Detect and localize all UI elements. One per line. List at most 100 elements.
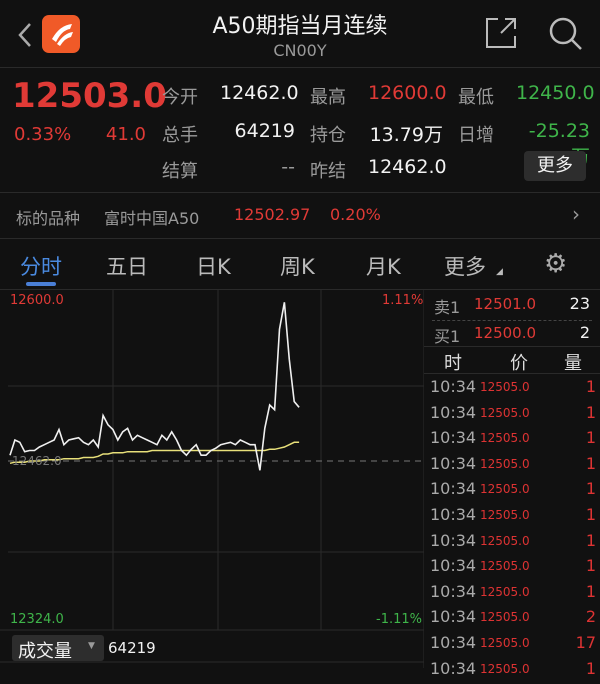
tab-more[interactable]: 更多 [444, 255, 486, 279]
change-pct: 0.33% [14, 124, 72, 145]
dropdown-triangle-icon: ◢ [496, 267, 503, 277]
divider [432, 320, 592, 321]
trade-row: 10:34 12505.0 1 [430, 505, 596, 530]
intraday-chart [0, 290, 424, 668]
ask-price: 12501.0 [474, 295, 537, 313]
trade-time: 10:34 [430, 581, 477, 601]
trade-qty: 2 [585, 607, 596, 627]
field-label: 昨结 [310, 161, 346, 182]
trade-row: 10:34 12505.0 1 [430, 479, 596, 504]
trade-price: 12505.0 [480, 380, 530, 394]
trade-price: 12505.0 [480, 636, 530, 650]
chart-tabs: 分时 五日 日K 周K 月K 更多 ◢ ⚙ [0, 238, 600, 290]
avg-price-line [9, 441, 300, 465]
bid-label: 买1 [434, 327, 461, 346]
chevron-right-icon: › [572, 202, 580, 226]
dropdown-arrow-icon: ▼ [88, 641, 95, 651]
trade-price: 12505.0 [480, 610, 530, 625]
bid-qty: 2 [579, 323, 590, 342]
trade-price: 12505.0 [480, 559, 530, 574]
header: A50期指当月连续 CN00Y [0, 0, 600, 68]
field-value: 12450.0 [516, 82, 595, 104]
field-value: 12462.0 [368, 156, 447, 178]
search-icon[interactable] [548, 16, 584, 52]
trade-row: 10:34 12505.0 1 [430, 428, 596, 453]
field-label: 今开 [162, 87, 198, 108]
underlying-row[interactable]: 标的品种 富时中国A50 12502.97 0.20% › [0, 192, 600, 238]
trade-time: 10:34 [430, 453, 477, 473]
chart-bottom-price: 12324.0 [10, 612, 64, 627]
share-icon[interactable] [484, 16, 518, 50]
chart-top-pct: 1.11% [382, 293, 424, 308]
app-logo [42, 15, 80, 53]
change-value: 41.0 [105, 124, 146, 145]
field-label: 结算 [162, 161, 198, 182]
field-label: 持仓 [310, 125, 346, 146]
trade-price: 12505.0 [480, 508, 530, 522]
chart-top-price: 12600.0 [10, 293, 64, 308]
trade-qty: 1 [585, 377, 596, 396]
trade-row: 10:34 12505.0 1 [430, 377, 596, 402]
underlying-price: 12502.97 [234, 205, 311, 224]
trade-qty: 1 [585, 479, 596, 499]
trade-price: 12505.0 [480, 405, 530, 420]
more-button[interactable]: 更多 [524, 151, 586, 181]
trade-row: 10:34 12505.0 1 [430, 531, 596, 556]
indicator-selector[interactable]: 成交量 ▼ [12, 635, 104, 662]
back-icon[interactable] [14, 20, 36, 50]
trade-qty: 1 [585, 505, 596, 524]
trade-row: 10:34 12505.0 1 [430, 659, 596, 684]
trade-qty: 1 [585, 530, 596, 550]
trade-time: 10:34 [430, 428, 477, 448]
field-value: 64219 [234, 120, 295, 142]
trade-qty: 1 [585, 556, 596, 576]
active-tab-indicator [26, 282, 56, 286]
tab-intraday[interactable]: 分时 [20, 255, 62, 279]
tab-monthly-k[interactable]: 月K [366, 255, 401, 279]
trade-price: 12505.0 [480, 661, 530, 676]
trade-qty: 1 [585, 428, 596, 448]
trade-row: 10:34 12505.0 1 [430, 454, 596, 479]
chart-bottom-pct: -1.11% [376, 612, 422, 627]
underlying-name: 富时中国A50 [104, 209, 200, 228]
trade-price: 12505.0 [480, 584, 530, 599]
field-label: 最高 [310, 87, 346, 108]
instrument-code: CN00Y [273, 41, 327, 60]
underlying-pct: 0.20% [330, 205, 381, 224]
price-line [9, 302, 300, 471]
gear-icon[interactable]: ⚙ [544, 249, 568, 279]
tab-five-day[interactable]: 五日 [106, 255, 148, 279]
field-label: 总手 [162, 125, 198, 146]
indicator-label: 成交量 [18, 641, 72, 662]
trade-row: 10:34 12505.0 17 [430, 633, 596, 658]
field-value: 12600.0 [368, 82, 447, 104]
tab-weekly-k[interactable]: 周K [280, 255, 315, 279]
last-price: 12503.0 [12, 76, 167, 116]
chart-base-price: 12462.0 [12, 454, 62, 468]
trade-row: 10:34 12505.0 1 [430, 556, 596, 581]
header-time: 时 [444, 353, 462, 374]
tab-daily-k[interactable]: 日K [196, 255, 231, 279]
trade-time: 10:34 [430, 530, 477, 550]
trade-row: 10:34 12505.0 2 [430, 607, 596, 632]
trade-qty: 1 [585, 658, 596, 678]
trade-row: 10:34 12505.0 1 [430, 403, 596, 428]
trade-time: 10:34 [430, 377, 477, 396]
bid-price: 12500.0 [474, 324, 537, 342]
trade-time: 10:34 [430, 505, 477, 524]
ask-label: 卖1 [434, 298, 461, 317]
trade-price: 12505.0 [480, 482, 530, 497]
trade-time: 10:34 [430, 633, 477, 652]
order-book: 卖1 12501.0 23 买1 12500.0 2 [424, 290, 600, 346]
volume-value: 64219 [108, 639, 156, 657]
underlying-label: 标的品种 [16, 209, 81, 228]
trade-price: 12505.0 [480, 456, 530, 471]
field-value: 13.79万 [369, 124, 443, 146]
trade-time: 10:34 [430, 479, 477, 499]
trades-header: 时 价 量 [424, 346, 600, 374]
field-label: 日增 [458, 125, 494, 146]
trade-qty: 1 [585, 453, 596, 473]
field-value: 12462.0 [220, 82, 299, 104]
header-qty: 量 [564, 353, 582, 374]
trade-row: 10:34 12505.0 1 [430, 582, 596, 607]
